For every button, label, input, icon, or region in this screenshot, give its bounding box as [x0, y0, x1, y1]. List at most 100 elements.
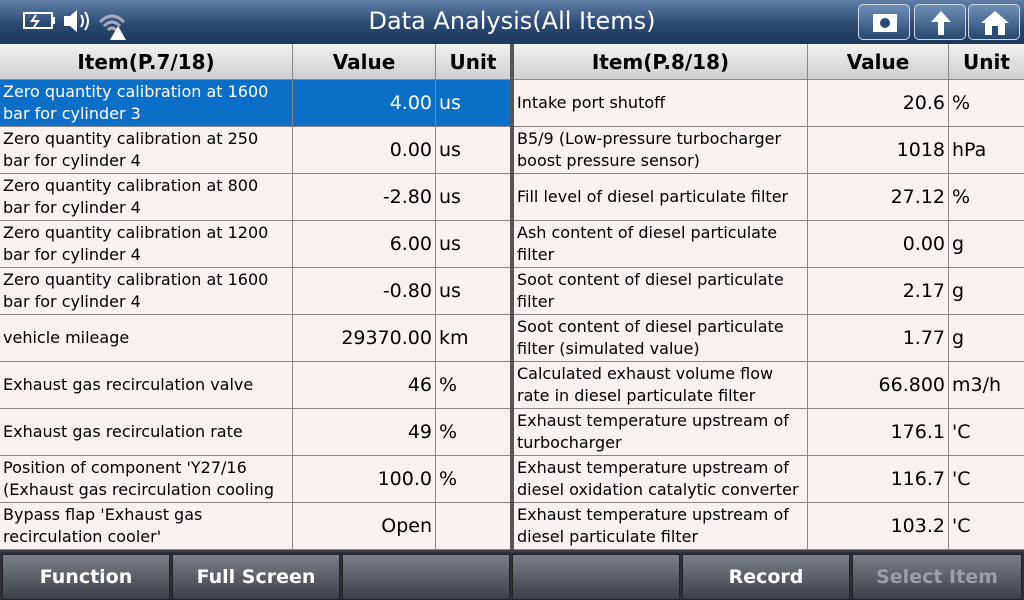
header-cell: Unit: [436, 44, 510, 79]
data-row[interactable]: Zero quantity calibration at 250 bar for…: [0, 127, 510, 174]
unit-cell: g: [949, 268, 1024, 314]
item-cell: Ash content of diesel particulate filter: [514, 221, 807, 267]
data-row[interactable]: Calculated exhaust volume flow rate in d…: [514, 362, 1024, 409]
item-cell: Calculated exhaust volume flow rate in d…: [514, 362, 807, 408]
status-icons: [23, 10, 126, 40]
item-cell: Exhaust temperature upstream of diesel p…: [514, 503, 807, 549]
item-cell: Zero quantity calibration at 1600 bar fo…: [0, 268, 292, 314]
value-cell: -2.80: [293, 174, 435, 220]
data-row[interactable]: Exhaust gas recirculation valve 46%: [0, 362, 510, 409]
data-row[interactable]: Zero quantity calibration at 1600 bar fo…: [0, 268, 510, 315]
left-table: Item(P.7/18) Value Unit Zero quantity calib…: [0, 44, 510, 550]
item-cell: vehicle mileage: [0, 315, 292, 361]
home-button[interactable]: [968, 4, 1020, 40]
unit-cell: g: [949, 221, 1024, 267]
header-row: Item(P.8/18) Value Unit: [514, 44, 1024, 91]
header-row: Item(P.7/18) Value Unit: [0, 44, 510, 91]
item-cell: Exhaust temperature upstream of turbocha…: [514, 409, 807, 455]
data-row[interactable]: Exhaust temperature upstream of diesel p…: [514, 503, 1024, 550]
data-row[interactable]: Soot content of diesel particulate filte…: [514, 315, 1024, 362]
value-cell: 46: [293, 362, 435, 408]
screenshot-button[interactable]: [858, 4, 910, 40]
value-cell: 116.7: [808, 456, 948, 502]
unit-cell: g: [949, 315, 1024, 361]
function-button[interactable]: Function: [2, 554, 170, 600]
unit-cell: 'C: [949, 409, 1024, 455]
item-cell: Exhaust temperature upstream of diesel o…: [514, 456, 807, 502]
value-cell: 29370.00: [293, 315, 435, 361]
unit-cell: m3/h: [949, 362, 1024, 408]
unit-cell: %: [949, 174, 1024, 220]
right-table: Item(P.8/18) Value Unit Intake port shutoff…: [514, 44, 1024, 550]
value-cell: 100.0: [293, 456, 435, 502]
value-cell: 176.1: [808, 409, 948, 455]
data-row[interactable]: Exhaust temperature upstream of turbocha…: [514, 409, 1024, 456]
footer-bar: Function Full Screen Record Select Item: [0, 552, 1024, 600]
item-cell: Zero quantity calibration at 1600 bar fo…: [0, 80, 292, 126]
title-bar: Data Analysis(All Items): [0, 0, 1024, 44]
value-cell: 4.00: [293, 80, 435, 126]
item-cell: B5/9 (Low-pressure turbocharger boost pr…: [514, 127, 807, 173]
item-cell: Soot content of diesel particulate filte…: [514, 315, 807, 361]
unit-cell: us: [436, 268, 510, 314]
value-cell: 20.6: [808, 80, 948, 126]
blank-button: [512, 554, 680, 600]
item-cell: Exhaust gas recirculation valve: [0, 362, 292, 408]
item-cell: Position of component 'Y27/16 (Exhaust g…: [0, 456, 292, 502]
back-button[interactable]: [914, 4, 966, 40]
value-cell: 0.00: [808, 221, 948, 267]
item-cell: Fill level of diesel particulate filter: [514, 174, 807, 220]
unit-cell: 'C: [949, 456, 1024, 502]
record-button[interactable]: Record: [682, 554, 850, 600]
data-row[interactable]: vehicle mileage 29370.00 km: [0, 315, 510, 362]
data-row[interactable]: Zero quantity calibration at 800 bar for…: [0, 174, 510, 221]
header-cell: Value: [808, 44, 948, 79]
data-row[interactable]: Ash content of diesel particulate filter…: [514, 221, 1024, 268]
unit-cell: us: [436, 127, 510, 173]
item-cell: Soot content of diesel particulate filte…: [514, 268, 807, 314]
data-row[interactable]: Exhaust temperature upstream of diesel o…: [514, 456, 1024, 503]
unit-cell: us: [436, 221, 510, 267]
unit-cell: %: [949, 80, 1024, 126]
data-row[interactable]: Soot content of diesel particulate filte…: [514, 268, 1024, 315]
select-item-button: Select Item: [852, 554, 1022, 600]
data-row[interactable]: B5/9 (Low-pressure turbocharger boost pr…: [514, 127, 1024, 174]
value-cell: 2.17: [808, 268, 948, 314]
value-cell: 103.2: [808, 503, 948, 549]
item-cell: Zero quantity calibration at 250 bar for…: [0, 127, 292, 173]
value-cell: 1.77: [808, 315, 948, 361]
item-cell: Zero quantity calibration at 800 bar for…: [0, 174, 292, 220]
unit-cell: us: [436, 80, 510, 126]
divider: [510, 44, 514, 550]
item-cell: Zero quantity calibration at 1200 bar fo…: [0, 221, 292, 267]
unit-cell: %: [436, 456, 510, 502]
header-cell: Unit: [949, 44, 1024, 79]
header-cell: Item(P.7/18): [0, 44, 292, 79]
unit-cell: 'C: [949, 503, 1024, 549]
data-row[interactable]: Position of component 'Y27/16 (Exhaust g…: [0, 456, 510, 503]
unit-cell: hPa: [949, 127, 1024, 173]
data-row[interactable]: Intake port shutoff 20.6%: [514, 80, 1024, 127]
value-cell: 66.800: [808, 362, 948, 408]
screen-title: Data Analysis(All Items): [368, 7, 656, 35]
header-cell: Item(P.8/18): [514, 44, 807, 79]
data-row[interactable]: Bypass flap 'Exhaust gas recirculation c…: [0, 503, 510, 550]
item-cell: Exhaust gas recirculation rate: [0, 409, 292, 455]
blank-button: [342, 554, 510, 600]
value-cell: 49: [293, 409, 435, 455]
value-cell: 0.00: [293, 127, 435, 173]
unit-cell: [436, 503, 510, 549]
value-cell: 27.12: [808, 174, 948, 220]
data-row[interactable]: Zero quantity calibration at 1200 bar fo…: [0, 221, 510, 268]
unit-cell: %: [436, 409, 510, 455]
value-cell: Open: [293, 503, 435, 549]
value-cell: 1018: [808, 127, 948, 173]
data-row[interactable]: Exhaust gas recirculation rate 49%: [0, 409, 510, 456]
header-cell: Value: [293, 44, 435, 79]
full-screen-button[interactable]: Full Screen: [172, 554, 340, 600]
unit-cell: us: [436, 174, 510, 220]
data-row[interactable]: Fill level of diesel particulate filter 2…: [514, 174, 1024, 221]
unit-cell: km: [436, 315, 510, 361]
data-row[interactable]: Zero quantity calibration at 1600 bar fo…: [0, 80, 510, 127]
